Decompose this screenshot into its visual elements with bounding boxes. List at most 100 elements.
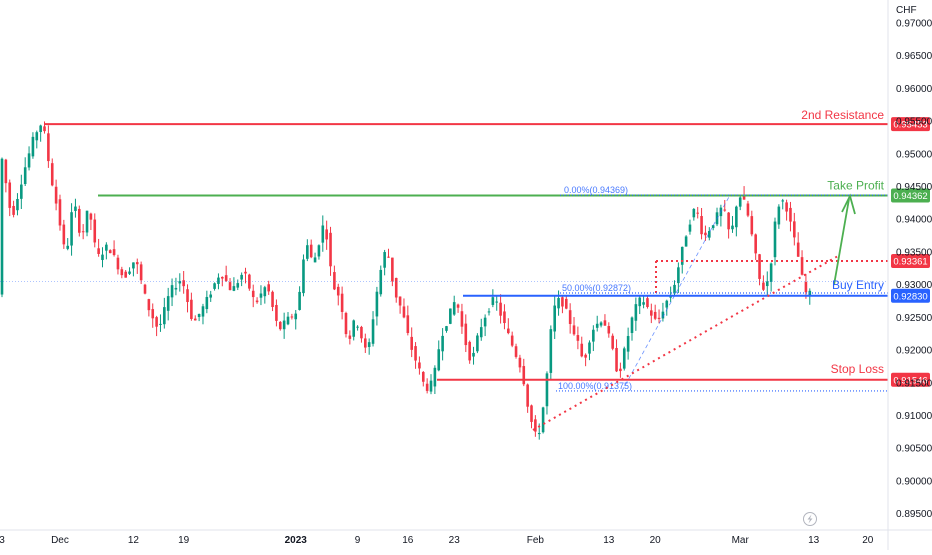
price-tag[interactable]: 0.93361 [891,254,930,269]
candle [406,305,410,336]
candle-body [317,245,321,257]
candle-body [611,335,614,349]
candle-body [151,309,155,319]
candle [93,213,97,248]
fib-diagonal [621,194,731,392]
candle-body [143,284,147,294]
candle-body [514,346,518,357]
candle-body [692,209,696,218]
candle [429,374,433,395]
candle-body [383,252,386,268]
time-tick-label: 23 [449,535,461,546]
candle-body [329,232,332,267]
candle-body [765,281,769,287]
candle [267,280,270,295]
candle [773,217,777,266]
price-tag[interactable]: 0.92830 [891,288,930,303]
candle [4,158,8,193]
candle-body [742,196,746,200]
candle-body [302,259,305,294]
candle [333,265,336,291]
flash-icon[interactable] [803,512,817,526]
price-tag[interactable]: 0.91546 [891,372,930,387]
candle [360,325,363,343]
candle [483,314,487,337]
candle [232,277,236,292]
candle-body [166,296,170,311]
candle-body [124,271,127,278]
candle [217,273,220,290]
price-tick-label: 0.94000 [896,215,932,226]
candle-body [348,335,352,339]
candle-body [70,212,73,246]
candle [665,299,669,316]
candle-body [58,199,62,226]
candle [700,207,703,240]
candle-body [735,206,738,228]
candle [742,186,746,200]
candle-body [738,197,742,207]
candle-body [479,327,483,338]
time-tick-label: Dec [51,535,69,546]
candle [224,265,228,283]
time-tick-label: 9 [355,535,361,546]
candle-body [190,299,193,319]
candle-body [410,336,413,350]
candle [371,311,375,347]
candle [781,198,785,210]
candle-body [89,213,93,220]
candle [796,232,800,257]
candle [387,248,390,258]
candle-body [356,326,359,328]
candle-body [379,269,383,295]
candle-body [537,432,541,435]
candle-body [727,212,730,230]
candle-body [418,362,421,369]
time-axis[interactable]: 3 Dec 12 19 2023 9 16 23 Feb 13 20 Mar 13 20 [0,535,874,546]
time-tick-label: 20 [862,535,874,546]
candle-body [213,283,216,289]
candle [12,200,15,218]
take-profit-label: Take Profit [827,179,884,193]
candle [190,292,193,321]
price-tick-label: 0.91500 [896,378,932,389]
candle [777,204,781,229]
candle-body [769,263,773,282]
price-tag[interactable]: 0.94362 [891,188,930,203]
candle-body [530,405,533,422]
candle-body [74,206,77,211]
candle [228,278,232,291]
candle [186,284,189,313]
price-axis[interactable]: 0.97000 0.96500 0.96000 0.95500 0.95000 0.945… [896,18,932,520]
candle-body [588,342,591,354]
candle-body [557,298,560,309]
candle-body [344,312,348,335]
candle-body [47,133,50,162]
candle [445,325,448,333]
candle-body [193,318,197,321]
candle-body [275,304,278,321]
candle [468,340,471,364]
price-tag[interactable]: 0.95453 [891,117,930,132]
candle-body [352,320,356,337]
candle [750,210,754,237]
candle [391,257,394,287]
candle-body [684,236,688,247]
candle [325,220,328,250]
time-tick-label: 2023 [285,535,308,546]
candle [765,271,769,296]
candle [549,325,553,380]
candle-body [673,284,676,294]
candle [522,358,526,387]
stop-loss-label: Stop Loss [831,362,884,376]
time-tick-label: 20 [650,535,662,546]
candle-body [240,274,243,280]
fib-level-label: 100.00%(0.91375) [558,381,632,391]
candle-body [333,272,336,290]
candle [534,415,537,437]
candle-body [456,304,460,308]
uptrend-line[interactable] [532,255,839,431]
candle [518,354,522,373]
